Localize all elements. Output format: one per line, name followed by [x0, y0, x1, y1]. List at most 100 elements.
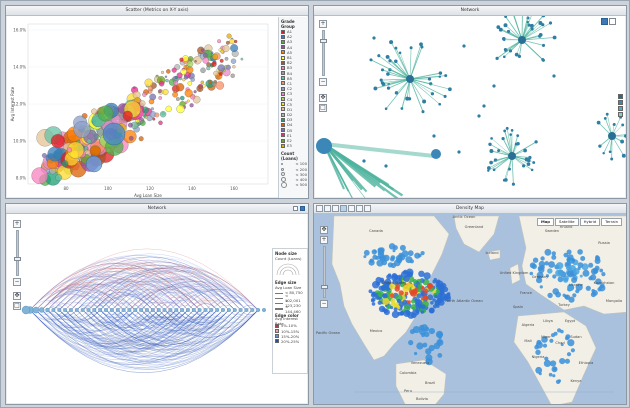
zoom-in-button[interactable]: +	[13, 220, 21, 228]
legend-item[interactable]: C2	[281, 86, 307, 91]
network-node	[489, 160, 493, 165]
density-point	[437, 339, 442, 344]
lasso-tool-icon[interactable]	[324, 205, 331, 212]
legend-item[interactable]: E1	[281, 133, 307, 138]
arc-edge	[88, 292, 153, 311]
map-type-satellite-button[interactable]: Satellite	[555, 218, 579, 226]
legend-item[interactable]: D2	[281, 112, 307, 117]
arc-node	[250, 308, 255, 312]
print-icon[interactable]	[356, 205, 363, 212]
arc-edge	[94, 305, 112, 311]
edge-color-label: 15%-20%	[281, 333, 300, 339]
network-node	[394, 59, 398, 64]
legend-item[interactable]: C3	[281, 91, 307, 96]
map-pan-button[interactable]: ✥	[320, 226, 328, 234]
legend-item[interactable]: A3	[281, 39, 307, 44]
pan-button[interactable]: ✥	[13, 292, 21, 300]
window-button-active[interactable]	[300, 206, 305, 211]
zoom-slider[interactable]	[14, 230, 21, 276]
land-greenland	[453, 215, 500, 253]
map-type-hybrid-button[interactable]: Hybrid	[579, 218, 601, 226]
legend-item[interactable]: C4	[281, 96, 307, 102]
legend-item[interactable]: D5	[281, 128, 307, 133]
map-zoom-out-button[interactable]: −	[320, 300, 328, 308]
density-map[interactable]: Canada United States Mexico Venezuela Colomb…	[314, 214, 627, 405]
legend-item[interactable]: B4	[281, 71, 307, 76]
legend-item[interactable]: D1	[281, 107, 307, 112]
density-point	[553, 331, 558, 336]
legend-swatch	[281, 122, 285, 127]
map-zoom-thumb[interactable]	[321, 285, 328, 289]
legend-item[interactable]: A1	[281, 29, 307, 34]
legend-item[interactable]: D4	[281, 122, 307, 127]
zoom-in-button[interactable]: +	[319, 20, 327, 28]
pan-tool-icon[interactable]	[348, 205, 355, 212]
map-zoom-in-button[interactable]: +	[320, 236, 328, 244]
legend-item[interactable]: A5	[281, 50, 307, 55]
zoom-out-button[interactable]: −	[13, 278, 21, 286]
legend-item[interactable]: D3	[281, 117, 307, 122]
scatter-panel: Scatter (Metrics on X-Y axis) 16.0% 14.0%…	[5, 5, 309, 199]
legend-label: A4	[287, 44, 293, 50]
legend-item[interactable]: C1	[281, 81, 307, 86]
select-tool-icon[interactable]	[316, 205, 323, 212]
network-edge	[491, 138, 513, 157]
network-hub	[316, 138, 332, 154]
view-graph-button[interactable]	[601, 18, 608, 25]
network-edge	[504, 130, 513, 157]
legend-item[interactable]: B5	[281, 76, 307, 81]
export-icon[interactable]	[364, 205, 371, 212]
network-node	[620, 139, 625, 144]
window-button[interactable]	[293, 206, 298, 211]
scatter-point	[50, 134, 65, 149]
network-edge	[409, 78, 450, 90]
zoom-out-button[interactable]: −	[319, 78, 327, 86]
view-grid-button[interactable]	[609, 18, 616, 25]
zoom-slider[interactable]	[320, 30, 327, 76]
pan-button[interactable]: ✥	[319, 94, 327, 102]
scatter-point	[91, 108, 98, 115]
map-zoom-slider[interactable]	[321, 246, 328, 298]
arc-edge	[41, 309, 107, 328]
scatter-plot[interactable]: 16.0% 14.0% 12.0% 10.0% 8.0% 80 100 120 140 160 Av…	[6, 16, 276, 199]
map-type-terrain-button[interactable]: Terrain	[601, 218, 622, 226]
map-type-map-button[interactable]: Map	[536, 218, 555, 226]
zoom-slider-thumb[interactable]	[14, 257, 21, 261]
density-point	[559, 358, 566, 365]
density-point	[398, 276, 402, 280]
density-point	[564, 358, 570, 364]
arc-legend: Node size Count (Loans) Edge size Avg Lo…	[272, 248, 308, 374]
arc-node	[21, 305, 31, 315]
network-edge	[409, 76, 440, 80]
legend-item[interactable]: A4	[281, 45, 307, 50]
density-point	[412, 279, 417, 284]
edge-color-swatch	[275, 339, 279, 344]
legend-item[interactable]: B3	[281, 65, 307, 70]
arc-node	[115, 308, 120, 312]
zoom-tool-icon[interactable]	[332, 205, 339, 212]
legend-item[interactable]: E2	[281, 138, 307, 143]
legend-item[interactable]: E3	[281, 143, 307, 148]
network-node	[503, 23, 508, 28]
land-uk	[509, 263, 521, 285]
legend-label: D3	[287, 117, 293, 123]
legend-item[interactable]: B2	[281, 60, 307, 65]
fit-button[interactable]: □	[319, 104, 327, 112]
density-titlebar: Density Map	[314, 204, 626, 214]
legend-item[interactable]: A2	[281, 34, 307, 39]
network-node	[541, 58, 545, 62]
arc-diagram[interactable]	[6, 214, 268, 405]
network-graph[interactable]	[314, 16, 627, 199]
arc-node	[92, 308, 97, 312]
density-point	[393, 307, 398, 312]
zoom-slider-thumb[interactable]	[320, 39, 327, 43]
arc-edge	[164, 284, 259, 311]
legend-item[interactable]: C5	[281, 102, 307, 107]
node-size-title: Node size	[275, 251, 297, 256]
density-point	[411, 299, 416, 304]
scatter-point	[122, 110, 133, 121]
layer-tool-icon[interactable]	[340, 205, 347, 212]
fit-button[interactable]: □	[13, 302, 21, 310]
legend-item[interactable]: B1	[281, 55, 307, 60]
